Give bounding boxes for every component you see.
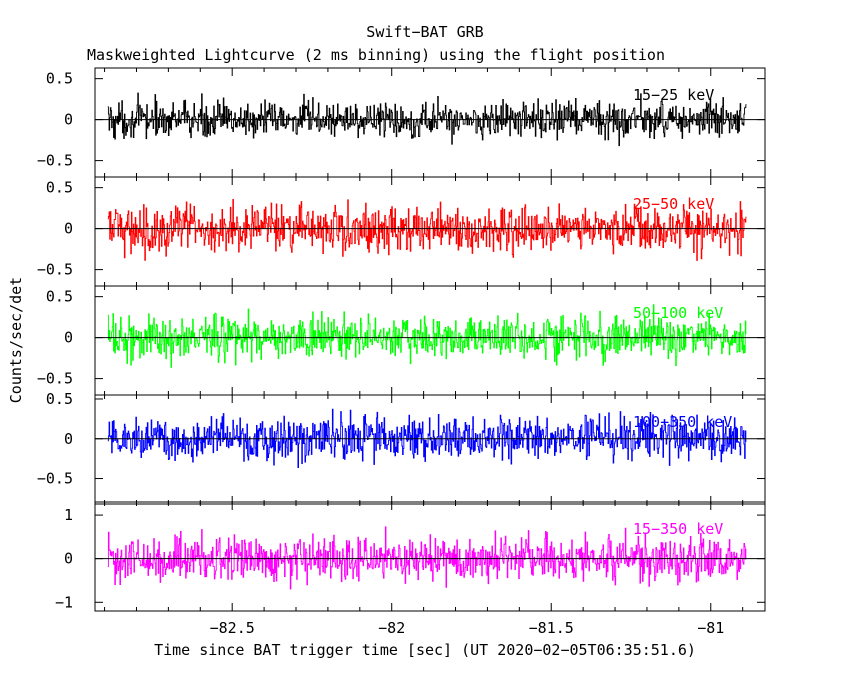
x-tick-label: −82 (378, 619, 405, 637)
chart-title: Swift−BAT GRB (366, 23, 483, 41)
y-tick-label: 0.5 (46, 288, 73, 306)
panel-frame (94, 394, 766, 505)
panel-2: 25−50 keV −0.5 0 0.5 (37, 176, 766, 287)
y-tick-label: −1 (55, 593, 73, 611)
x-tick-label: −82.5 (210, 619, 255, 637)
x-tick-label: −81.5 (529, 619, 574, 637)
y-tick-label: 0 (64, 220, 73, 238)
band-label: 15−350 keV (633, 520, 723, 538)
chart-subtitle: Maskweighted Lightcurve (2 ms binning) u… (87, 46, 665, 64)
x-tick-label: −81 (697, 619, 724, 637)
y-tick-label: −0.5 (37, 261, 73, 279)
lightcurve-series (107, 526, 747, 590)
y-axis-label: Counts/sec/det (7, 277, 25, 403)
lightcurve-series (107, 304, 747, 368)
y-tick-label: −0.5 (37, 370, 73, 388)
band-label: 15−25 keV (633, 86, 714, 104)
panels-layer: 15−25 keV−0.500.525−50 keV−0.500.550−100… (37, 67, 766, 637)
y-tick-label: 0 (64, 430, 73, 448)
panel-1: 15−25 keV −0.5 0 0.5 (37, 67, 766, 178)
band-label: 50−100 keV (633, 304, 723, 322)
x-axis-label: Time since BAT trigger time [sec] (UT 20… (154, 641, 696, 659)
y-tick-label: 0 (64, 550, 73, 568)
panel-3: 50−100 keV −0.5 0 0.5 (37, 285, 766, 396)
panel-5: 15−350 keV −1 0 1 −82.5 −82 −81.5 −81 (55, 501, 766, 637)
y-tick-label: −0.5 (37, 152, 73, 170)
panel-frame (94, 501, 766, 612)
y-tick-label: 0 (64, 111, 73, 129)
y-tick-label: 0.5 (46, 70, 73, 88)
band-label: 25−50 keV (633, 195, 714, 213)
y-tick-label: 0 (64, 329, 73, 347)
y-tick-label: 0.5 (46, 390, 73, 408)
lightcurve-series (107, 198, 747, 261)
panel-4: 100−350 keV−0.500.5 (37, 390, 766, 505)
y-tick-label: 1 (64, 506, 73, 524)
y-tick-label: −0.5 (37, 470, 73, 488)
lightcurve-series (107, 408, 747, 469)
y-tick-label: 0.5 (46, 179, 73, 197)
